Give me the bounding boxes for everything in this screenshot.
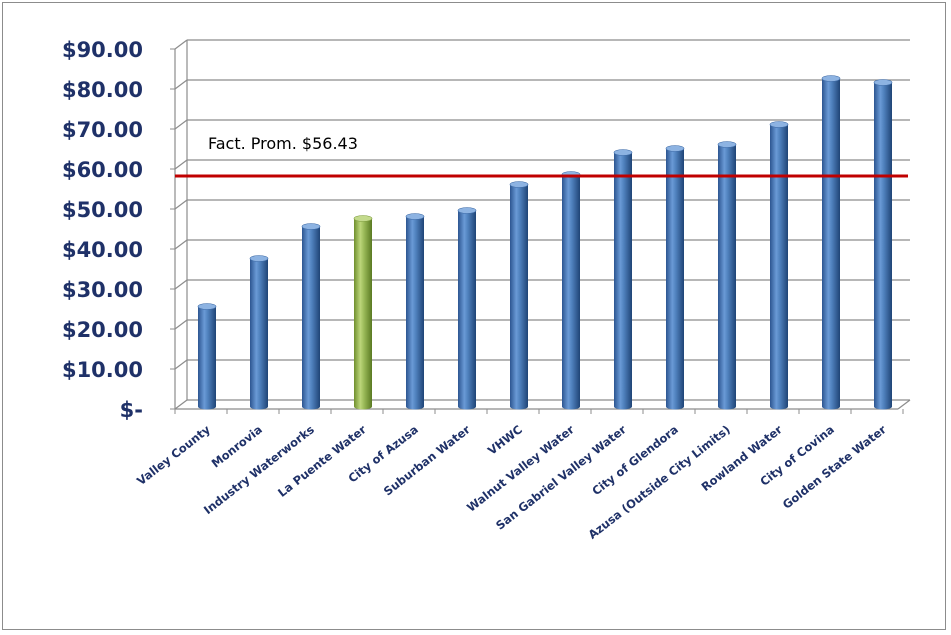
- y-tick-label: $60.00: [62, 158, 143, 182]
- bar-highlight: [353, 215, 373, 410]
- bar-top: [301, 223, 321, 230]
- gridline-depth: [174, 359, 188, 370]
- bar: [873, 79, 893, 410]
- gridline-depth: [174, 119, 188, 130]
- x-tick-label: Suburban Water: [381, 422, 473, 498]
- bar-body: [822, 78, 840, 410]
- x-tick-label: VHWC: [485, 422, 525, 457]
- bar: [249, 255, 269, 410]
- y-tick-label: $50.00: [62, 198, 143, 222]
- bar-body: [302, 226, 320, 410]
- bar-chart: $- $10.00 $20.00 $30.00 $40.00 $50.00 $60.00 $7…: [62, 38, 911, 542]
- bar-top: [405, 213, 425, 220]
- gridline-depth: [174, 239, 188, 250]
- bar: [821, 75, 841, 410]
- bar: [197, 303, 217, 410]
- bar: [457, 207, 477, 410]
- bar-top: [249, 255, 269, 262]
- bars: [197, 75, 893, 410]
- reference-line-label: Fact. Prom. $56.43: [208, 134, 358, 153]
- bar-body: [770, 124, 788, 410]
- bar: [717, 141, 737, 410]
- bar-body: [874, 82, 892, 410]
- bar-body: [562, 174, 580, 410]
- bar-top: [613, 149, 633, 156]
- bar: [769, 121, 789, 410]
- bar: [561, 171, 581, 410]
- bar: [613, 149, 633, 410]
- x-tick-label: La Puente Water: [275, 422, 369, 500]
- gridline-depth: [174, 199, 188, 210]
- axes: [170, 40, 911, 414]
- x-axis-depth-line: [897, 399, 911, 410]
- gridline-depth: [174, 279, 188, 290]
- y-tick-label: $80.00: [62, 78, 143, 102]
- x-tick-label: City of Glendora: [589, 422, 681, 498]
- bar: [301, 223, 321, 410]
- bar-top: [457, 207, 477, 214]
- y-tick-label: $90.00: [62, 38, 143, 62]
- bar-top: [769, 121, 789, 128]
- gridline-depth: [174, 319, 188, 330]
- gridline-depth: [174, 39, 188, 50]
- bar: [405, 213, 425, 410]
- bar-top: [717, 141, 737, 148]
- y-tick-label: $20.00: [62, 318, 143, 342]
- bar: [509, 181, 529, 410]
- bar-body: [510, 184, 528, 410]
- bar-body: [406, 216, 424, 410]
- bar-top: [821, 75, 841, 82]
- y-tick-label: $10.00: [62, 358, 143, 382]
- bar-top: [197, 303, 217, 310]
- bar: [665, 145, 685, 410]
- bar-body: [718, 144, 736, 410]
- bar-top: [509, 181, 529, 188]
- y-tick-label: $-: [120, 398, 143, 422]
- y-tick-label: $40.00: [62, 238, 143, 262]
- gridline-depth: [174, 159, 188, 170]
- gridlines: [174, 39, 910, 410]
- bar-body: [614, 152, 632, 410]
- y-axis-tick-labels: $- $10.00 $20.00 $30.00 $40.00 $50.00 $60.00 $7…: [62, 38, 143, 422]
- bar-body: [250, 258, 268, 410]
- bar-top: [665, 145, 685, 152]
- x-tick-label: Golden State Water: [780, 422, 889, 512]
- bar-body: [458, 210, 476, 410]
- y-tick-label: $30.00: [62, 278, 143, 302]
- y-tick-label: $70.00: [62, 118, 143, 142]
- gridline-depth: [174, 79, 188, 90]
- bar-body: [354, 218, 372, 410]
- bar-body: [198, 306, 216, 410]
- x-tick-label: Valley County: [134, 422, 213, 488]
- reference-line-group: Fact. Prom. $56.43: [175, 134, 908, 178]
- gridline-depth: [174, 399, 188, 410]
- bar-top: [873, 79, 893, 86]
- bar-top: [353, 215, 373, 222]
- bar-body: [666, 148, 684, 410]
